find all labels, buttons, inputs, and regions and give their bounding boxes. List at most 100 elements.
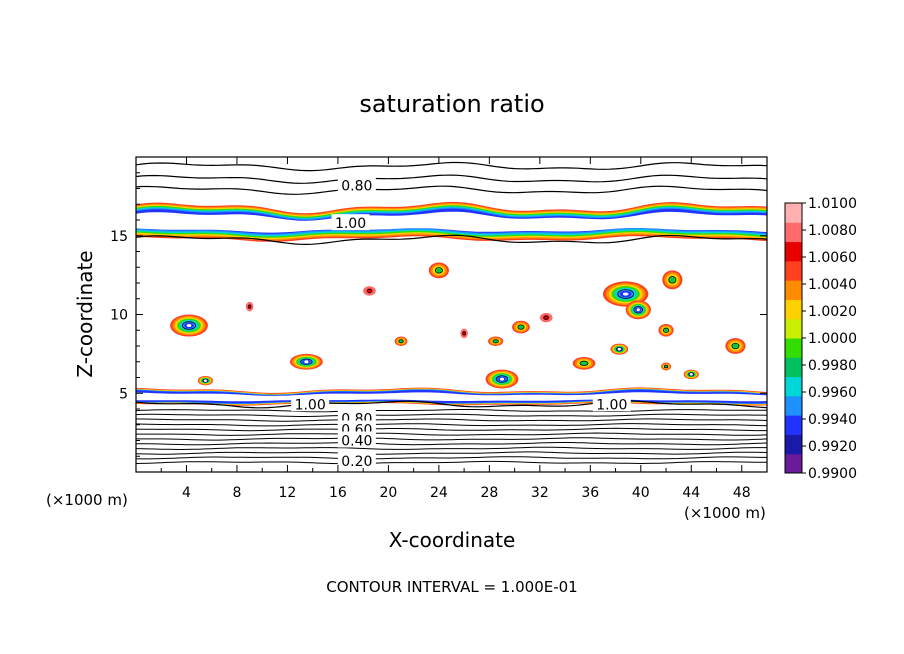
blob-contour	[543, 315, 549, 320]
upper-contour-line	[136, 161, 767, 172]
colorbar-swatch	[785, 260, 802, 281]
colorbar-tick-label: 1.0100	[808, 196, 857, 212]
lower-contour-line	[136, 418, 767, 422]
blob-contour	[668, 276, 677, 284]
contour-label-bg	[337, 431, 376, 448]
x-unit-label-right: (×1000 m)	[684, 504, 766, 522]
colorbar-swatch	[785, 357, 802, 378]
contour-layer	[136, 161, 767, 465]
blob-contour	[663, 364, 669, 369]
x-tick-label: 48	[733, 485, 751, 501]
contour-label: 1.00	[295, 397, 326, 413]
blob-contour	[688, 372, 695, 377]
colorbar-tick-label: 0.9920	[808, 439, 857, 455]
colorbar-swatch	[785, 222, 802, 243]
y-axis-ticks: 5 10 15	[110, 172, 767, 457]
upper-contour-line	[136, 174, 767, 184]
y-axis-label: Z-coordinate	[73, 250, 97, 377]
blob-contour	[434, 267, 443, 274]
contour-label-bg	[337, 176, 376, 193]
x-tick-label: 32	[531, 485, 549, 501]
lower-contour-line	[136, 423, 767, 427]
x-tick-label: 28	[480, 485, 498, 501]
lower-contour-line	[136, 437, 767, 441]
blob-contour	[300, 358, 313, 365]
colorbar-swatch	[785, 415, 802, 435]
blob-contour	[617, 289, 635, 299]
blob-contour	[366, 288, 373, 293]
contour-label: 0.80	[341, 178, 372, 194]
data-blob	[186, 324, 192, 328]
colorbar-swatch	[785, 241, 802, 262]
data-blob	[519, 325, 523, 329]
contour-label: 1.00	[335, 216, 366, 232]
data-blob	[499, 377, 505, 381]
x-tick-label: 8	[232, 485, 241, 501]
blob-contour	[731, 342, 740, 350]
data-blob	[581, 361, 587, 365]
blob-contour	[247, 304, 252, 309]
blob-contour	[517, 324, 525, 330]
data-blob	[664, 364, 668, 368]
data-blob	[436, 268, 441, 272]
colorbar-tick-label: 0.9980	[808, 358, 857, 374]
contour-label: 0.40	[341, 434, 372, 450]
lower-contour-line	[136, 442, 767, 446]
plot-area	[136, 157, 767, 472]
y-tick-label: 10	[110, 308, 128, 324]
colorbar-swatch	[785, 434, 802, 455]
blob-contour	[579, 360, 589, 366]
colorbar-swatch	[785, 280, 802, 300]
lower-contour-line	[136, 427, 767, 432]
lower-contour-line	[136, 456, 767, 460]
colorbar-swatch	[785, 338, 802, 358]
data-blob	[494, 339, 498, 343]
data-blob	[622, 292, 629, 296]
blob-contour	[398, 339, 404, 344]
x-tick-label: 16	[329, 485, 347, 501]
contour-label: 0.20	[341, 454, 372, 470]
y-tick-label: 5	[119, 386, 128, 402]
blob-contour	[462, 331, 466, 336]
data-blob	[664, 328, 668, 332]
data-blob	[636, 308, 640, 312]
x-axis-ticks: 4 8 12 16 20 24 28 32 36 40 44 48	[160, 157, 751, 501]
contour-interval-note: CONTOUR INTERVAL = 1.000E-01	[326, 578, 577, 596]
colorbar-tick-label: 1.0000	[808, 331, 857, 347]
lower-contour-line	[136, 446, 767, 451]
contour-label-bg	[337, 451, 376, 468]
lower-contour-line	[136, 432, 767, 436]
colorbar-swatch	[785, 395, 802, 416]
x-tick-label: 40	[632, 485, 650, 501]
data-blob	[689, 372, 693, 376]
data-blob	[670, 277, 675, 282]
data-blob	[203, 379, 207, 383]
x-unit-label-left: (×1000 m)	[46, 491, 128, 509]
colorbar-swatch	[785, 299, 802, 320]
colorbar: 1.0100 1.0080 1.0060 1.0040 1.0020 1.0000 0.99…	[784, 196, 857, 482]
x-tick-label: 44	[682, 485, 700, 501]
colorbar-tick-label: 0.9940	[808, 412, 857, 428]
lower-contour-line	[136, 413, 767, 417]
colorbar-tick-label: 1.0060	[808, 250, 857, 266]
lower-contour-line	[136, 460, 767, 465]
y-tick-label: 15	[110, 229, 128, 245]
blob-contour	[615, 346, 623, 352]
lower-contour-line	[136, 409, 767, 413]
data-blob	[399, 339, 403, 343]
colorbar-tick-label: 1.0040	[808, 277, 857, 293]
contour-label: 1.00	[596, 397, 627, 413]
data-blob	[617, 347, 621, 351]
blob-contour	[181, 321, 197, 330]
contour-line-1.00	[136, 400, 767, 409]
data-blob	[304, 360, 309, 364]
blob-contour	[633, 306, 644, 314]
colorbar-tick-label: 1.0020	[808, 304, 857, 320]
colorbar-tick-label: 0.9900	[808, 466, 857, 482]
blob-contour	[495, 375, 509, 383]
blob-contour	[202, 378, 209, 383]
x-tick-label: 20	[379, 485, 397, 501]
colorbar-tick-label: 0.9960	[808, 385, 857, 401]
colorbar-swatch	[785, 318, 802, 339]
contour-label-bg	[291, 395, 330, 412]
